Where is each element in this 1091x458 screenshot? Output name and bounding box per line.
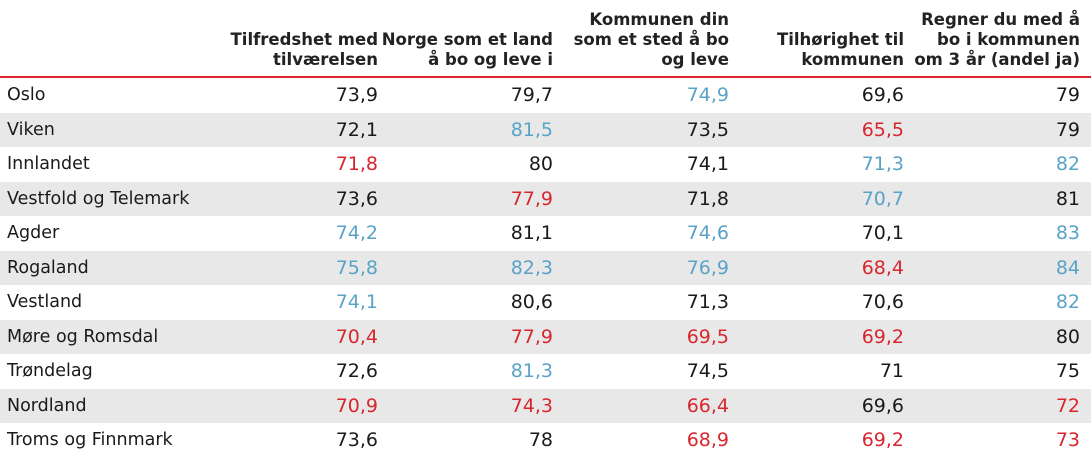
value-cell-col2: 80,6: [510, 291, 553, 313]
value-cell-col1: 74,1: [335, 291, 378, 313]
value-cell-col4: 69,6: [861, 84, 904, 106]
table-row: Rogaland 75,8 82,3 76,9 68,4 84: [0, 250, 1091, 285]
value-cell-col4: 70,6: [861, 291, 904, 313]
value-cell-col1: 72,6: [335, 360, 378, 382]
value-cell-col5: 75: [1055, 360, 1080, 382]
value-cell-col2: 81,3: [510, 360, 553, 382]
value-cell-col5: 84: [1055, 256, 1080, 279]
value-cell-col5: 82: [1055, 291, 1080, 313]
value-cell-col4: 69,2: [861, 429, 904, 451]
value-cell-col1: 73,6: [335, 429, 378, 451]
value-cell-col4: 69,2: [861, 325, 904, 348]
value-cell-col1: 70,4: [335, 325, 378, 348]
value-cell-col2: 81,5: [510, 118, 553, 141]
region-label: Agder: [7, 223, 60, 243]
value-cell-col5: 81: [1055, 187, 1080, 210]
table-row: Vestland 74,1 80,6 71,3 70,6 82: [0, 285, 1091, 320]
value-cell-col2: 77,9: [510, 187, 553, 210]
value-cell-col2: 78: [528, 429, 553, 451]
value-cell-col3: 76,9: [686, 256, 729, 279]
region-label: Trøndelag: [7, 361, 93, 381]
value-cell-col2: 80: [528, 153, 553, 175]
value-cell-col5: 83: [1055, 222, 1080, 244]
region-label: Troms og Finnmark: [7, 430, 173, 450]
region-label: Oslo: [7, 85, 46, 105]
column-header-4: Tilhørighet til kommunen: [776, 30, 904, 69]
header-rule: [0, 76, 1091, 78]
column-header-2: Norge som et land å bo og leve i: [381, 30, 553, 69]
value-cell-col4: 65,5: [861, 118, 904, 141]
region-label: Møre og Romsdal: [7, 326, 159, 347]
value-cell-col3: 71,3: [686, 291, 729, 313]
value-cell-col5: 80: [1055, 325, 1080, 348]
region-label: Innlandet: [7, 154, 90, 174]
region-label: Viken: [7, 119, 55, 140]
value-cell-col4: 71,3: [861, 153, 904, 175]
column-header-3: Kommunen din som et sted å bo og leve: [573, 10, 729, 69]
value-cell-col1: 71,8: [335, 153, 378, 175]
value-cell-col2: 79,7: [510, 84, 553, 106]
value-cell-col5: 79: [1055, 118, 1080, 141]
value-cell-col5: 72: [1055, 394, 1080, 417]
value-cell-col3: 68,9: [686, 429, 729, 451]
value-cell-col3: 69,5: [686, 325, 729, 348]
value-cell-col1: 70,9: [335, 394, 378, 417]
value-cell-col3: 71,8: [686, 187, 729, 210]
table-row: Innlandet 71,8 80 74,1 71,3 82: [0, 147, 1091, 182]
value-cell-col2: 81,1: [510, 222, 553, 244]
table-row: Agder 74,2 81,1 74,6 70,1 83: [0, 216, 1091, 251]
value-cell-col3: 74,5: [686, 360, 729, 382]
value-cell-col1: 74,2: [335, 222, 378, 244]
region-label: Vestland: [7, 292, 83, 312]
column-header-5: Regner du med å bo i kommunen om 3 år (a…: [914, 10, 1080, 69]
value-cell-col5: 82: [1055, 153, 1080, 175]
value-cell-col5: 79: [1055, 84, 1080, 106]
table-row: Møre og Romsdal 70,4 77,9 69,5 69,2 80: [0, 319, 1091, 354]
column-header-1: Tilfredshet med tilværelsen: [230, 30, 378, 69]
region-label: Vestfold og Telemark: [7, 188, 190, 209]
region-label: Rogaland: [7, 257, 89, 278]
value-cell-col2: 77,9: [510, 325, 553, 348]
value-cell-col3: 74,1: [686, 153, 729, 175]
value-cell-col3: 74,6: [686, 222, 729, 244]
value-cell-col3: 73,5: [686, 118, 729, 141]
value-cell-col1: 73,6: [335, 187, 378, 210]
value-cell-col2: 82,3: [510, 256, 553, 279]
value-cell-col4: 68,4: [861, 256, 904, 279]
table-row: Viken 72,1 81,5 73,5 65,5 79: [0, 112, 1091, 147]
region-label: Nordland: [7, 395, 87, 416]
table-row: Oslo 73,9 79,7 74,9 69,6 79: [0, 78, 1091, 113]
value-cell-col1: 73,9: [335, 84, 378, 106]
table-row: Trøndelag 72,6 81,3 74,5 71 75: [0, 354, 1091, 389]
table-header: Tilfredshet med tilværelsen Norge som et…: [0, 0, 1091, 76]
value-cell-col5: 73: [1055, 429, 1080, 451]
value-cell-col4: 69,6: [861, 394, 904, 417]
value-cell-col3: 74,9: [686, 84, 729, 106]
table-row: Troms og Finnmark 73,6 78 68,9 69,2 73: [0, 423, 1091, 458]
value-cell-col4: 70,1: [861, 222, 904, 244]
value-cell-col2: 74,3: [510, 394, 553, 417]
table-row: Nordland 70,9 74,3 66,4 69,6 72: [0, 388, 1091, 423]
value-cell-col1: 75,8: [335, 256, 378, 279]
value-cell-col1: 72,1: [335, 118, 378, 141]
value-cell-col3: 66,4: [686, 394, 729, 417]
value-cell-col4: 70,7: [861, 187, 904, 210]
table-row: Vestfold og Telemark 73,6 77,9 71,8 70,7 81: [0, 181, 1091, 216]
value-cell-col4: 71: [879, 360, 904, 382]
